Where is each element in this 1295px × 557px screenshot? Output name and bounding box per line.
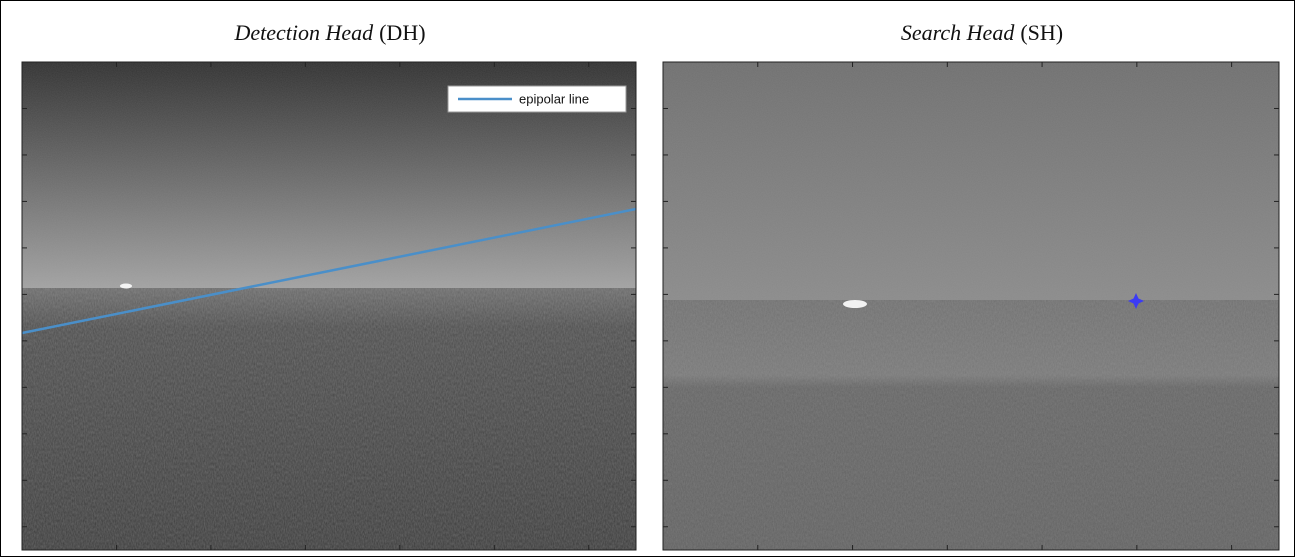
- search-image: [663, 62, 1279, 550]
- legend: epipolar line: [448, 86, 626, 112]
- figure: Detection Head(DH) Search Head(SH) epipo…: [0, 0, 1295, 557]
- panel-title: Search Head(SH): [901, 20, 1063, 45]
- panel-title: Detection Head(DH): [233, 20, 425, 45]
- detection-image: epipolar line: [22, 62, 636, 550]
- legend-label: epipolar line: [519, 91, 589, 106]
